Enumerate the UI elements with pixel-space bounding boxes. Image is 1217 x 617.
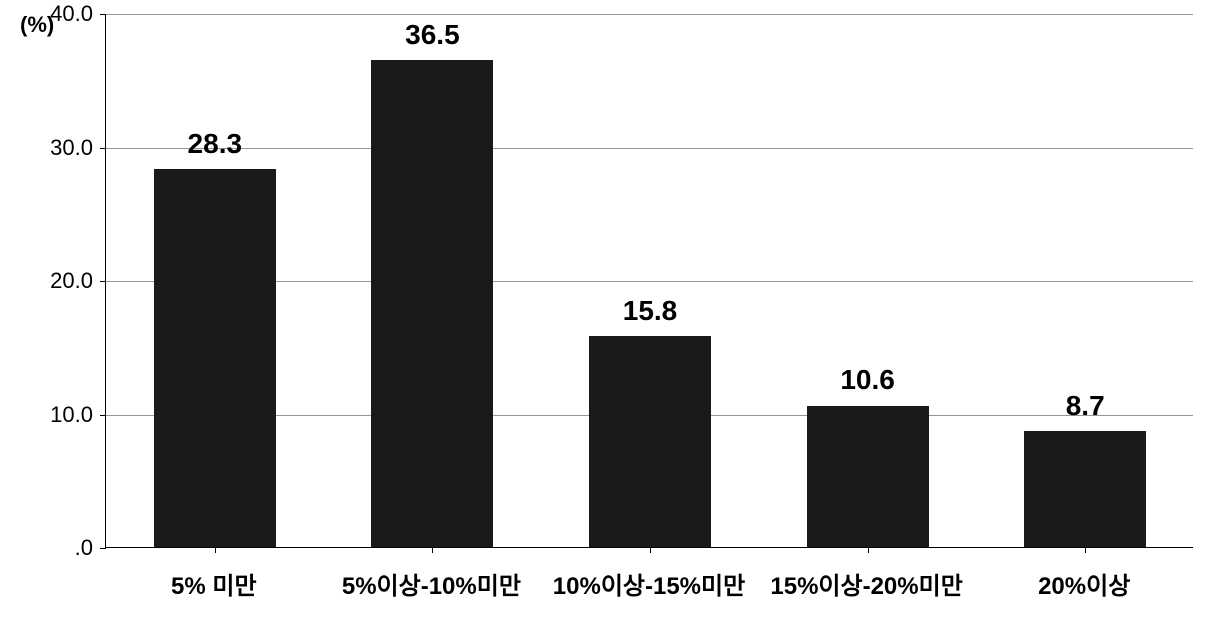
y-tick-label: 10.0 — [33, 402, 93, 428]
bar-value-label: 15.8 — [623, 295, 678, 327]
y-tick-label: 20.0 — [33, 268, 93, 294]
x-tick-mark — [432, 547, 433, 553]
y-tick-label: 40.0 — [33, 1, 93, 27]
x-tick-label: 5%이상-10%미만 — [342, 566, 521, 601]
bar-value-label: 10.6 — [840, 364, 895, 396]
bar — [807, 406, 929, 548]
bar-value-label: 28.3 — [188, 128, 243, 160]
bar — [1024, 431, 1146, 547]
x-tick-label: 15%이상-20%미만 — [770, 566, 962, 601]
bar-chart: (%)28.336.515.810.68.7.010.020.030.040.0… — [0, 0, 1217, 617]
x-tick-mark — [868, 547, 869, 553]
x-tick-label: 5% 미만 — [171, 566, 257, 601]
x-tick-mark — [1085, 547, 1086, 553]
x-tick-label: 20%이상 — [1038, 566, 1130, 601]
x-tick-mark — [650, 547, 651, 553]
y-tick-label: .0 — [33, 535, 93, 561]
bar-value-label: 8.7 — [1066, 390, 1105, 422]
x-tick-mark — [215, 547, 216, 553]
y-tick-mark — [100, 548, 106, 549]
bar — [589, 336, 711, 547]
x-tick-label: 10%이상-15%미만 — [553, 566, 745, 601]
y-tick-label: 30.0 — [33, 135, 93, 161]
bar — [154, 169, 276, 547]
bars-layer: 28.3 36.5 15.8 10.6 8.7 — [106, 14, 1193, 547]
bar-value-label: 36.5 — [405, 19, 460, 51]
plot-area: 28.3 36.5 15.8 10.6 8.7 — [105, 14, 1193, 548]
bar — [371, 60, 493, 547]
